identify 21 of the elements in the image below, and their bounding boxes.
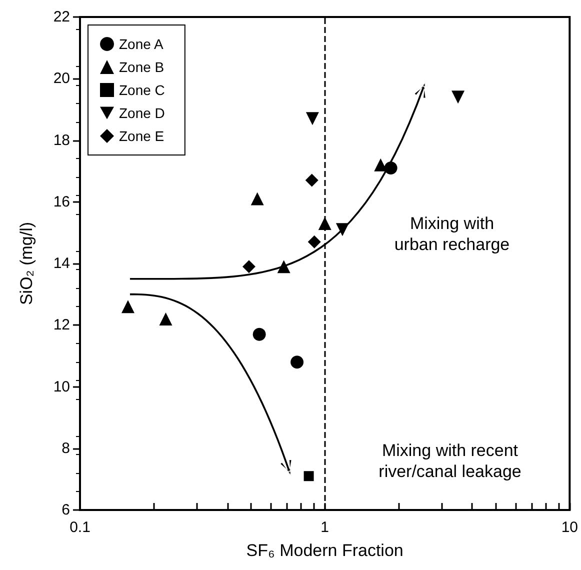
- y-tick-label: 20: [53, 70, 70, 88]
- y-tick-label: 14: [53, 255, 70, 272]
- legend-label: Zone E: [119, 128, 164, 144]
- annotation: Mixing with urban recharge: [394, 214, 510, 254]
- y-tick-label: 6: [62, 502, 70, 518]
- y-tick-label: 8: [62, 440, 70, 457]
- y-tick-label: 12: [53, 316, 70, 334]
- x-tick-label: 1: [320, 519, 329, 536]
- y-tick-label: 10: [53, 378, 70, 396]
- annotation: Mixing with recent river/canal leakage: [378, 441, 522, 481]
- x-tick-label: 0.1: [70, 519, 90, 536]
- y-tick-label: 18: [53, 132, 70, 149]
- x-tick-label: 10: [561, 519, 578, 536]
- legend-label: Zone A: [119, 36, 164, 52]
- legend-label: Zone D: [119, 105, 165, 121]
- x-axis-title: SF₆ Modern Fraction: [246, 541, 404, 560]
- y-tick-label: 16: [53, 193, 70, 210]
- legend-label: Zone C: [119, 82, 165, 98]
- y-tick-label: 22: [53, 8, 70, 26]
- legend-label: Zone B: [119, 59, 164, 75]
- y-axis-title: SiO₂ (mg/l): [17, 222, 36, 306]
